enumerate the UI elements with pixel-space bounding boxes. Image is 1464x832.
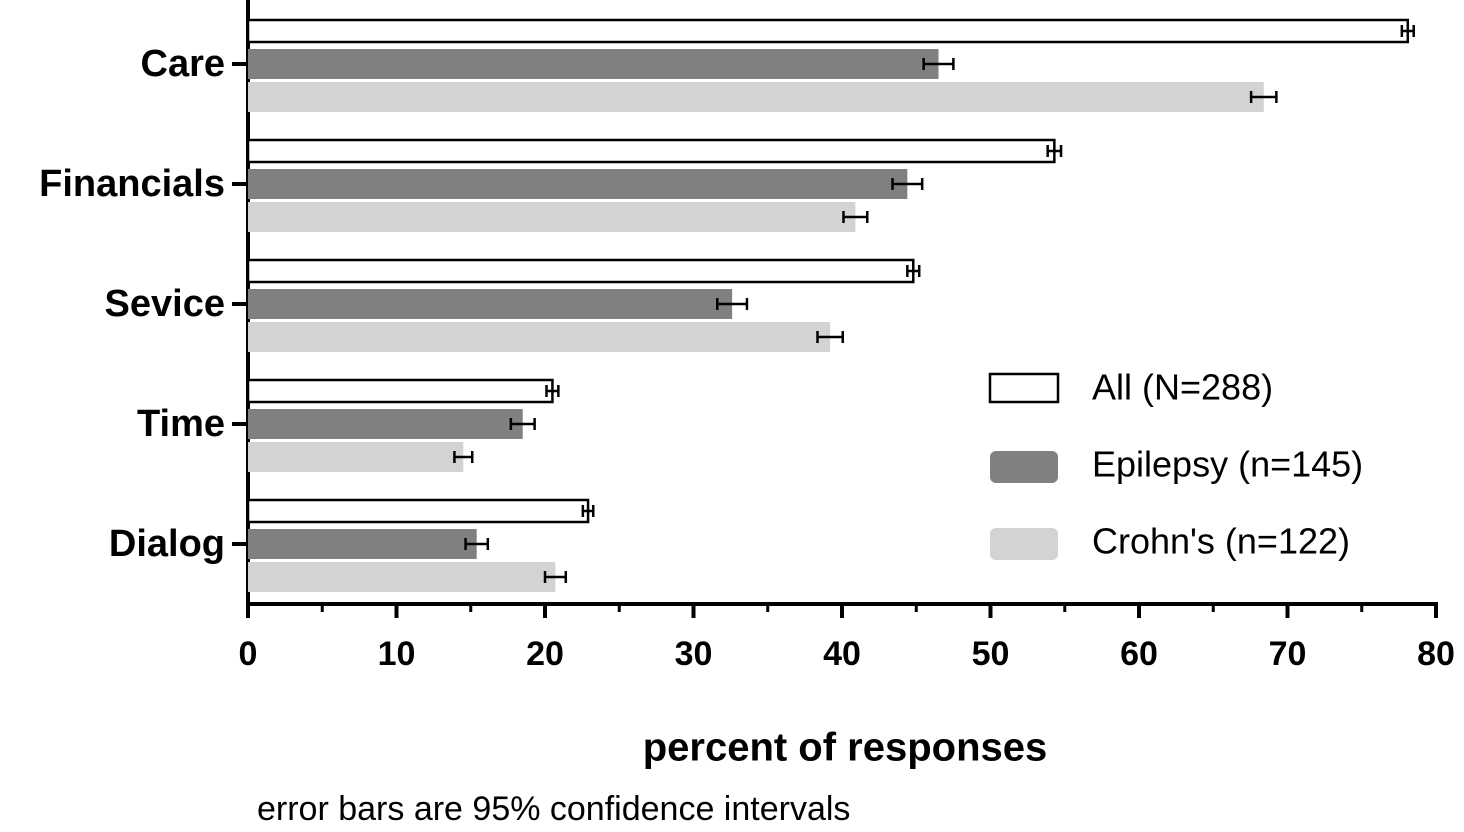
error-bar <box>842 211 869 223</box>
error-bar <box>543 571 568 583</box>
error-bar <box>509 418 536 430</box>
footnote: error bars are 95% confidence intervals <box>257 790 850 828</box>
error-bar <box>906 265 921 277</box>
legend-swatch <box>988 372 1060 404</box>
bar <box>246 138 1056 164</box>
error-bar <box>1400 25 1415 37</box>
x-tick-label: 70 <box>1269 635 1307 673</box>
x-tick-label: 50 <box>972 635 1010 673</box>
error-bar <box>545 385 560 397</box>
x-tick-label: 40 <box>823 635 861 673</box>
x-axis-title: percent of responses <box>643 726 1048 770</box>
x-tick-label: 0 <box>239 635 258 673</box>
legend-label: Crohn's (n=122) <box>1092 521 1350 562</box>
error-bar <box>1046 145 1063 157</box>
error-bar <box>581 505 595 517</box>
bar <box>248 562 556 592</box>
bar <box>248 322 831 352</box>
legend-swatch <box>990 451 1058 483</box>
bar <box>246 378 554 404</box>
error-bar <box>1249 91 1278 103</box>
y-tick-label: Sevice <box>105 283 225 325</box>
legend-label: Epilepsy (n=145) <box>1092 444 1363 485</box>
error-bar <box>453 451 474 463</box>
bar <box>248 529 477 559</box>
error-bar <box>891 178 924 190</box>
y-tick-label: Dialog <box>109 523 225 565</box>
error-bar <box>716 298 749 310</box>
x-tick-label: 30 <box>675 635 713 673</box>
bar <box>248 49 939 79</box>
x-tick-label: 60 <box>1120 635 1158 673</box>
x-tick-label: 20 <box>526 635 564 673</box>
x-tick-label: 80 <box>1417 635 1455 673</box>
bar <box>248 169 908 199</box>
bar <box>248 202 856 232</box>
y-tick-label: Time <box>137 403 225 445</box>
error-bar <box>816 331 844 343</box>
bar <box>248 289 733 319</box>
bar <box>246 258 915 284</box>
legend-swatch <box>990 528 1058 560</box>
bar <box>246 18 1410 44</box>
y-tick-label: Financials <box>39 163 225 205</box>
error-bar <box>922 58 955 70</box>
legend-label: All (N=288) <box>1092 367 1273 408</box>
bar <box>248 409 523 439</box>
bar <box>246 498 590 524</box>
x-tick-label: 10 <box>378 635 416 673</box>
bar <box>248 82 1264 112</box>
error-bar <box>464 538 490 550</box>
bar <box>248 442 464 472</box>
y-tick-label: Care <box>141 43 226 85</box>
